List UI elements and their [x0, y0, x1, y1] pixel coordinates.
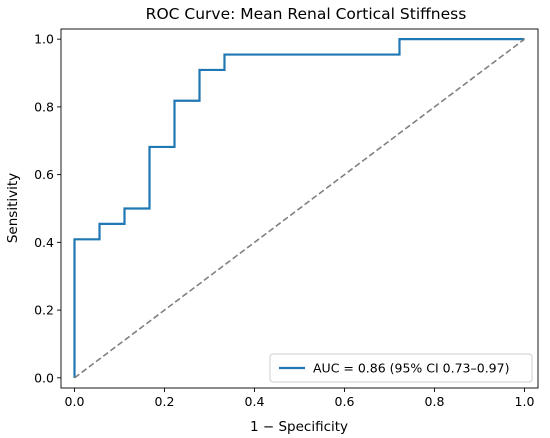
x-tick-label: 0.2 [155, 394, 175, 409]
x-tick-label: 0.4 [245, 394, 265, 409]
y-tick-label: 0.2 [34, 303, 54, 318]
chart-title: ROC Curve: Mean Renal Cortical Stiffness [146, 5, 467, 23]
x-axis-title: 1 − Specificity [250, 419, 348, 435]
chance-diagonal-line [74, 38, 525, 379]
legend: AUC = 0.86 (95% CI 0.73–0.97) [269, 353, 533, 383]
legend-box [269, 353, 533, 383]
x-tick-label: 0.8 [425, 394, 445, 409]
x-tick-label: 0.0 [65, 394, 85, 409]
plot-area: 0.0 0.2 0.4 0.6 0.8 1.0 0.0 0.2 0.4 0.6 0.8 1.0 [34, 28, 539, 409]
y-tick-label: 0.8 [34, 99, 54, 114]
y-tick-label: 0.4 [34, 235, 54, 250]
legend-label: AUC = 0.86 (95% CI 0.73–0.97) [313, 361, 509, 376]
y-tick-label: 0.6 [34, 167, 54, 182]
y-axis-title: Sensitivity [5, 173, 21, 243]
plot-frame [60, 28, 539, 389]
x-tick-label: 1.0 [515, 394, 535, 409]
y-tick-label: 1.0 [34, 32, 54, 47]
x-tick-label: 0.6 [335, 394, 355, 409]
roc-curve-line [73, 38, 525, 378]
y-tick-label: 0.0 [34, 370, 54, 385]
